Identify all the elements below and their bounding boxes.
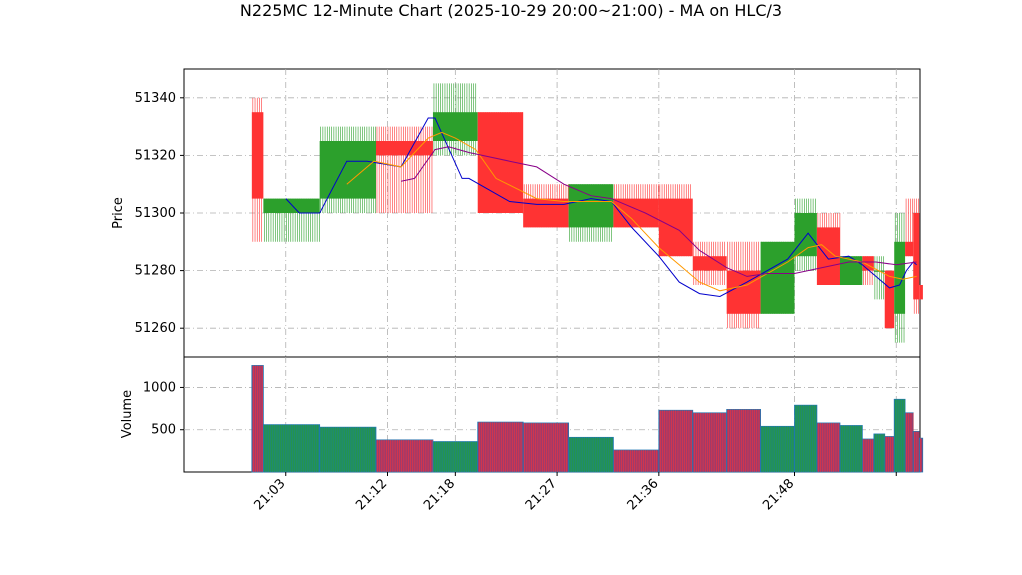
price-grid: [184, 69, 920, 357]
price-candles: [251, 83, 923, 343]
volume-bar-rect: [432, 441, 479, 473]
candle-body: [263, 198, 320, 213]
candle-body: [760, 241, 795, 314]
candle: [319, 126, 376, 213]
volume-bar-rect: [912, 431, 920, 473]
volume-bar: [522, 422, 570, 473]
candle-body: [905, 241, 914, 257]
candle-body: [251, 112, 264, 199]
price-axis-label: Price: [111, 197, 126, 229]
x-tick-label: 21:27: [523, 476, 560, 513]
candle-body: [919, 285, 923, 300]
candle: [839, 256, 863, 285]
candle: [794, 198, 817, 271]
candle: [568, 184, 614, 242]
volume-bar: [262, 424, 321, 473]
candle-body: [839, 256, 863, 285]
candle-body: [319, 141, 376, 199]
price-tick-label: 51320: [135, 148, 176, 163]
volume-bar: [251, 365, 264, 473]
candle-body: [692, 256, 727, 271]
candle-body: [523, 198, 569, 228]
candle-body: [862, 256, 874, 271]
candle-body: [913, 213, 920, 300]
x-ticks: 21:03 21:12 21:18 21:27 21:36 21:48: [251, 472, 897, 513]
candle: [375, 126, 433, 213]
volume-bar-rect: [375, 439, 434, 473]
volume-bar-rect: [522, 422, 570, 473]
volume-bar: [904, 412, 914, 473]
volume-bar: [568, 436, 614, 473]
volume-bar-rect: [904, 412, 914, 473]
candle-body: [894, 241, 906, 314]
volume-bar: [839, 425, 863, 473]
volume-bar: [612, 449, 660, 473]
volume-bar: [375, 439, 434, 473]
volume-bar-rect: [568, 436, 614, 473]
volume-bar-rect: [477, 421, 524, 473]
candle: [913, 198, 920, 314]
candle: [613, 184, 659, 228]
moving-averages: [285, 117, 917, 298]
candle-body: [816, 227, 840, 285]
ma-line: [346, 131, 917, 292]
x-tick-label: 21:48: [760, 476, 797, 513]
price-tick-label: 51300: [135, 206, 176, 221]
volume-bar: [861, 438, 875, 473]
candle: [251, 97, 264, 242]
volume-bar: [912, 431, 920, 473]
candle: [726, 241, 761, 329]
volume-bar: [760, 425, 795, 473]
candle: [919, 285, 923, 300]
price-tick-label: 51280: [135, 264, 176, 279]
candle: [523, 184, 569, 228]
volume-bar: [893, 398, 906, 473]
volume-bar: [658, 409, 694, 473]
candle-body: [375, 141, 433, 156]
candle-body: [658, 198, 693, 257]
x-tick-label: 21:03: [251, 476, 288, 513]
volume-bar: [873, 433, 886, 473]
price-tick-label: 51260: [135, 321, 176, 336]
x-tick-label: 21:12: [353, 476, 390, 513]
candle: [905, 198, 914, 257]
volume-axis-label: Volume: [120, 390, 135, 438]
volume-bar-rect: [612, 449, 660, 473]
volume-bar: [794, 404, 818, 473]
volume-bars: [251, 365, 924, 473]
volume-tick-label: 1000: [143, 380, 176, 395]
candle: [862, 256, 874, 285]
volume-bar: [319, 426, 377, 473]
volume-bar: [816, 422, 841, 473]
chart-title: N225MC 12-Minute Chart (2025-10-29 20:00…: [240, 1, 782, 20]
candle-body: [884, 270, 895, 329]
candle: [816, 213, 841, 285]
candle: [263, 198, 320, 242]
price-panel: 51260 51280 51300 51320 51340 Price: [111, 68, 923, 358]
candle: [692, 241, 727, 285]
candle: [884, 270, 895, 329]
volume-bar: [477, 421, 524, 473]
candle-body: [794, 213, 817, 257]
volume-tick-label: 500: [151, 423, 176, 438]
price-y-ticks: 51260 51280 51300 51320 51340: [135, 91, 184, 336]
volume-panel: 500 1000 Volume: [120, 356, 924, 473]
volume-bar: [726, 409, 761, 473]
ma-line: [400, 146, 917, 277]
candle-body: [432, 112, 478, 141]
candle-body: [568, 184, 614, 228]
candle: [432, 83, 478, 156]
volume-bar: [692, 412, 728, 473]
volume-bar: [884, 436, 895, 473]
volume-bar: [432, 441, 479, 473]
price-tick-label: 51340: [135, 91, 176, 106]
volume-y-ticks: 500 1000: [143, 380, 184, 438]
x-tick-label: 21:18: [421, 476, 458, 513]
candle: [658, 184, 693, 257]
candle: [760, 241, 795, 314]
volume-bar: [918, 437, 924, 473]
x-tick-label: 21:36: [625, 476, 662, 513]
volume-bar-rect: [319, 426, 377, 473]
